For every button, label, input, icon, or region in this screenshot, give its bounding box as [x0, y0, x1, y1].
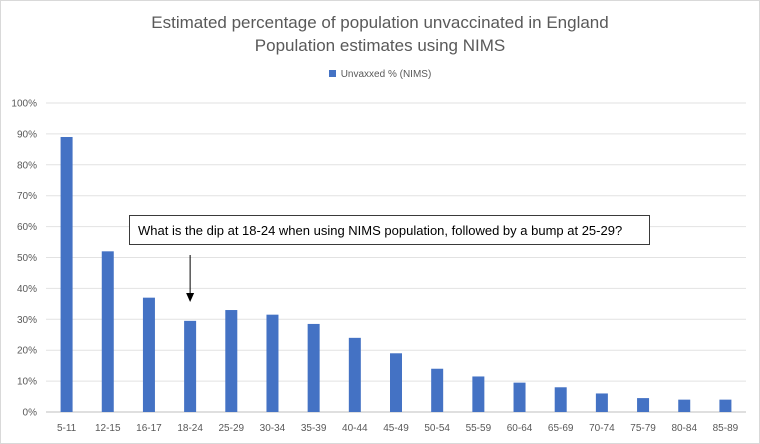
- annotation-arrow-head: [186, 293, 195, 302]
- x-tick-label: 30-34: [260, 423, 286, 434]
- bar-5-11: [60, 136, 73, 413]
- y-tick-label: 40%: [17, 284, 37, 295]
- bar-70-74: [595, 393, 608, 412]
- chart-title-block: Estimated percentage of population unvac…: [0, 11, 760, 57]
- bar-12-15: [101, 251, 114, 412]
- bar-75-79: [637, 398, 650, 412]
- bar-16-17: [142, 297, 155, 412]
- x-tick-label: 45-49: [383, 423, 409, 434]
- y-tick-label: 60%: [17, 222, 37, 233]
- bar-25-29: [225, 310, 238, 412]
- x-tick-label: 25-29: [219, 423, 245, 434]
- x-tick-label: 60-64: [507, 423, 533, 434]
- bar-45-49: [390, 353, 402, 412]
- bar-35-39: [307, 323, 320, 412]
- x-tick-label: 50-54: [424, 423, 450, 434]
- bar-40-44: [348, 337, 361, 412]
- x-tick-label: 16-17: [136, 423, 162, 434]
- chart-subtitle: Population estimates using NIMS: [254, 36, 506, 55]
- x-tick-label: 55-59: [466, 423, 492, 434]
- y-tick-label: 50%: [17, 253, 37, 264]
- legend-swatch: [328, 70, 336, 77]
- y-tick-label: 80%: [17, 160, 37, 171]
- x-tick-label: 12-15: [95, 423, 121, 434]
- y-tick-label: 20%: [17, 346, 37, 357]
- y-tick-label: 30%: [17, 315, 37, 326]
- x-tick-label: 70-74: [589, 423, 615, 434]
- x-tick-label: 80-84: [671, 423, 697, 434]
- y-tick-label: 10%: [17, 377, 37, 388]
- chart-legend: Unvaxxed % (NIMS): [0, 69, 760, 80]
- x-tick-label: 18-24: [177, 423, 203, 434]
- x-tick-label: 65-69: [548, 423, 574, 434]
- bar-60-64: [513, 382, 526, 412]
- y-tick-label: 0%: [23, 408, 38, 419]
- x-tick-label: 40-44: [342, 423, 368, 434]
- x-tick-label: 35-39: [301, 423, 327, 434]
- y-tick-label: 100%: [11, 99, 37, 110]
- annotation-callout: What is the dip at 18-24 when using NIMS…: [129, 215, 650, 245]
- x-tick-label: 75-79: [630, 423, 656, 434]
- y-tick-label: 70%: [17, 191, 37, 202]
- bar-85-89: [719, 399, 732, 412]
- x-tick-label: 5-11: [57, 423, 77, 434]
- bar-65-69: [554, 387, 567, 412]
- bar-80-84: [678, 399, 691, 412]
- bar-55-59: [472, 376, 485, 412]
- y-tick-label: 90%: [17, 129, 37, 140]
- legend-label: Unvaxxed % (NIMS): [340, 69, 432, 80]
- bar-50-54: [431, 368, 444, 412]
- bar-18-24: [184, 320, 197, 412]
- bar-30-34: [266, 314, 279, 412]
- x-tick-label: 85-89: [713, 423, 739, 434]
- chart-title: Estimated percentage of population unvac…: [151, 13, 609, 32]
